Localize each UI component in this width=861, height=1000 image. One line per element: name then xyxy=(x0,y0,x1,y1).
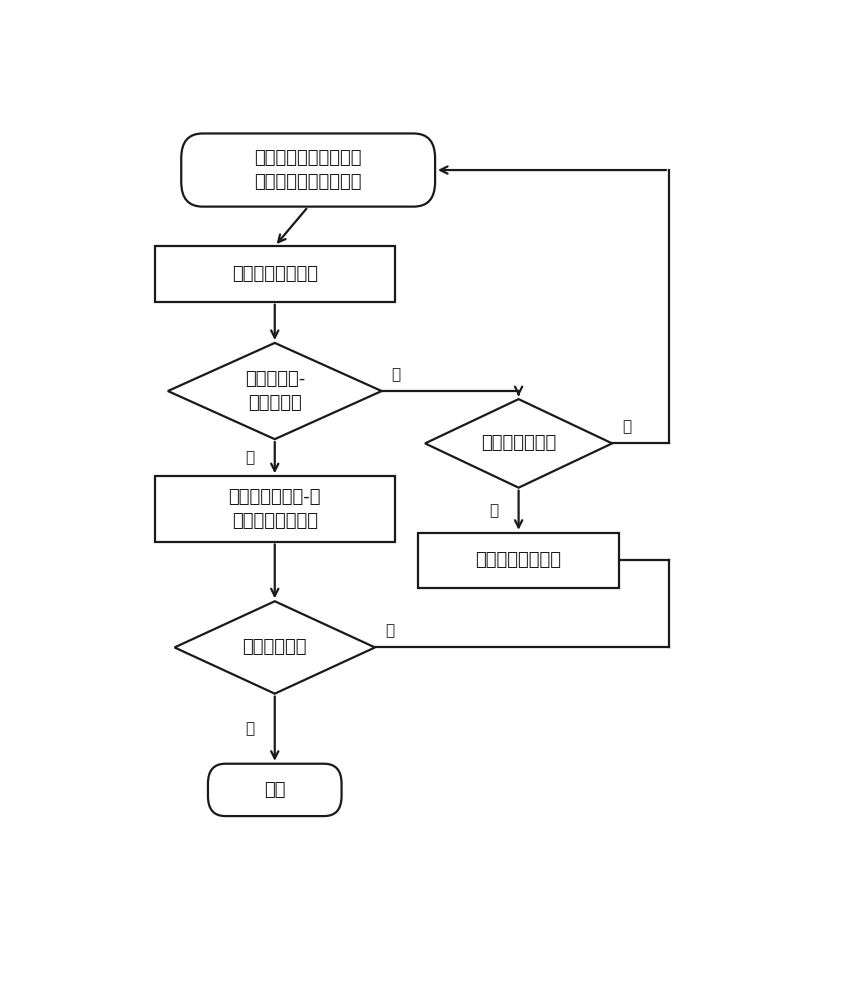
Text: 否: 否 xyxy=(622,419,630,434)
Bar xyxy=(154,246,394,302)
Polygon shape xyxy=(424,399,611,488)
Polygon shape xyxy=(174,601,375,694)
Text: 电子数目为零: 电子数目为零 xyxy=(242,638,307,656)
Text: 否: 否 xyxy=(391,367,400,382)
Text: 是: 是 xyxy=(245,450,255,465)
Text: 逃逸出真空-
介质交界面: 逃逸出真空- 介质交界面 xyxy=(245,370,305,412)
FancyBboxPatch shape xyxy=(181,133,435,207)
Text: 二次电子发射处理: 二次电子发射处理 xyxy=(475,551,561,569)
Text: 计算电子运动轨迹: 计算电子运动轨迹 xyxy=(232,265,318,283)
Text: 垂直注入单一能量电子
（位置服从均匀分布）: 垂直注入单一能量电子 （位置服从均匀分布） xyxy=(254,149,362,191)
Bar xyxy=(154,476,394,542)
Text: 是: 是 xyxy=(245,721,255,736)
Bar xyxy=(418,533,618,588)
FancyBboxPatch shape xyxy=(208,764,341,816)
Text: 结束: 结束 xyxy=(263,781,285,799)
Text: 到达微结构边界: 到达微结构边界 xyxy=(480,434,555,452)
Text: 统计逃逸出真空-介
质交界面电子数目: 统计逃逸出真空-介 质交界面电子数目 xyxy=(228,488,320,530)
Text: 是: 是 xyxy=(489,503,498,518)
Text: 否: 否 xyxy=(385,623,393,638)
Polygon shape xyxy=(168,343,381,439)
